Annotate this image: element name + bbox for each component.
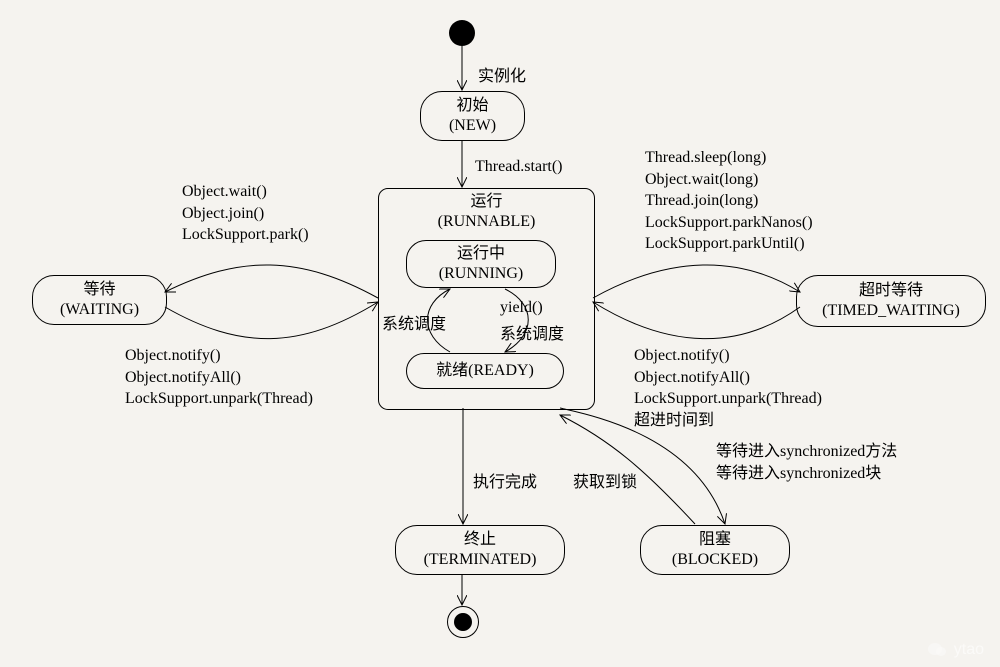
label-yield: yield() — [500, 299, 543, 317]
node-ready-label: 就绪(READY) — [436, 361, 534, 381]
from-waiting-0: Object.notify() — [125, 345, 313, 367]
watermark: ytao — [926, 641, 984, 659]
node-new-label-en: (NEW) — [449, 116, 496, 136]
from-timed-1: Object.notifyAll() — [634, 367, 822, 389]
final-state-dot — [447, 606, 479, 638]
label-to-waiting: Object.wait() Object.join() LockSupport.… — [182, 181, 309, 246]
label-get-lock: 获取到锁 — [573, 468, 637, 492]
from-timed-2: LockSupport.unpark(Thread) — [634, 388, 822, 410]
node-running: 运行中 (RUNNING) — [406, 240, 556, 288]
label-thread-start: Thread.start() — [475, 158, 563, 176]
to-blocked-0: 等待进入synchronized方法 — [716, 441, 897, 463]
node-timed-label-cn: 超时等待 — [859, 281, 923, 301]
node-new: 初始 (NEW) — [420, 91, 525, 141]
label-sys-sched-right: 系统调度 — [500, 320, 564, 344]
label-sys-sched-left: 系统调度 — [382, 310, 446, 334]
node-running-label-en: (RUNNING) — [439, 264, 523, 284]
from-waiting-2: LockSupport.unpark(Thread) — [125, 388, 313, 410]
node-new-label-cn: 初始 — [456, 96, 488, 116]
node-timed-waiting: 超时等待 (TIMED_WAITING) — [796, 275, 986, 327]
node-blocked: 阻塞 (BLOCKED) — [640, 525, 790, 575]
to-timed-4: LockSupport.parkUntil() — [645, 233, 813, 255]
node-waiting: 等待 (WAITING) — [32, 275, 167, 325]
to-blocked-1: 等待进入synchronized块 — [716, 463, 897, 485]
node-blocked-label-cn: 阻塞 — [699, 530, 731, 550]
from-waiting-1: Object.notifyAll() — [125, 367, 313, 389]
initial-state-dot — [449, 20, 475, 46]
to-timed-2: Thread.join(long) — [645, 190, 813, 212]
node-waiting-label-cn: 等待 — [83, 280, 115, 300]
runnable-title-en: (RUNNABLE) — [438, 213, 536, 230]
node-terminated-label-en: (TERMINATED) — [424, 550, 537, 570]
node-terminated-label-cn: 终止 — [464, 530, 496, 550]
watermark-text: ytao — [954, 641, 984, 659]
label-to-blocked: 等待进入synchronized方法 等待进入synchronized块 — [716, 441, 897, 484]
label-to-timed: Thread.sleep(long) Object.wait(long) Thr… — [645, 147, 813, 255]
node-ready: 就绪(READY) — [406, 353, 564, 389]
node-blocked-label-en: (BLOCKED) — [672, 550, 758, 570]
to-timed-1: Object.wait(long) — [645, 169, 813, 191]
node-terminated: 终止 (TERMINATED) — [395, 525, 565, 575]
wechat-icon — [926, 641, 948, 659]
node-timed-label-en: (TIMED_WAITING) — [822, 301, 960, 321]
label-from-waiting: Object.notify() Object.notifyAll() LockS… — [125, 345, 313, 410]
from-timed-3: 超进时间到 — [634, 410, 822, 432]
node-waiting-label-en: (WAITING) — [60, 300, 139, 320]
to-waiting-0: Object.wait() — [182, 181, 309, 203]
runnable-title-cn: 运行 — [470, 193, 502, 210]
to-timed-0: Thread.sleep(long) — [645, 147, 813, 169]
to-waiting-2: LockSupport.park() — [182, 224, 309, 246]
to-waiting-1: Object.join() — [182, 203, 309, 225]
label-from-timed: Object.notify() Object.notifyAll() LockS… — [634, 345, 822, 431]
label-exec-done: 执行完成 — [473, 468, 537, 492]
node-running-label-cn: 运行中 — [457, 244, 505, 264]
label-instantiate: 实例化 — [478, 62, 526, 86]
from-timed-0: Object.notify() — [634, 345, 822, 367]
to-timed-3: LockSupport.parkNanos() — [645, 212, 813, 234]
